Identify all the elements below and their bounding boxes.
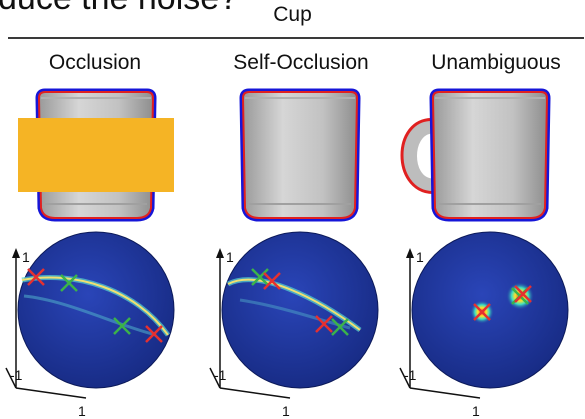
tick-label-left: -1 — [10, 367, 23, 383]
cut-off-caption-text: duce the noise? — [0, 0, 238, 18]
sphere-heatmap — [411, 231, 569, 389]
occluder-box — [18, 118, 174, 192]
tick-label-bottom: 1 — [78, 403, 86, 419]
axes: 1 -1 1 — [5, 248, 87, 419]
axis-arrow-up — [216, 248, 224, 258]
ridge-lower — [23, 294, 157, 337]
tick-label-up: 1 — [416, 249, 424, 265]
sphere — [221, 231, 379, 389]
cup-render — [239, 88, 361, 222]
green-marker — [331, 318, 349, 336]
handle — [403, 121, 435, 191]
ridge-upper-core — [21, 276, 169, 336]
title-rule — [8, 37, 584, 39]
axis-left — [399, 367, 411, 389]
sphere — [17, 231, 175, 389]
green-marker — [113, 317, 131, 335]
panel-0: 1 -1 1 — [5, 88, 175, 419]
axis-arrow-up — [12, 248, 20, 258]
green-marker — [251, 268, 269, 286]
red-marker — [514, 285, 532, 303]
handle-hole — [417, 133, 434, 179]
cup-body — [431, 91, 549, 219]
red-marker — [263, 272, 281, 290]
axis-left — [5, 367, 17, 389]
axis-bottom — [409, 387, 481, 399]
axis-arrow-up — [406, 248, 414, 258]
sphere-heatmap — [221, 231, 379, 389]
axes: 1 -1 1 — [209, 248, 291, 419]
tick-label-bottom: 1 — [282, 403, 290, 419]
cup-render — [400, 88, 551, 222]
green-marker — [60, 274, 78, 292]
panel-2: 1 -1 1 — [399, 88, 569, 419]
ridge-upper-core — [227, 278, 361, 331]
red-marker — [145, 325, 163, 343]
axis-bottom — [219, 387, 291, 399]
panel-1: 1 -1 1 — [209, 88, 379, 419]
axis-left — [209, 367, 221, 389]
red-marker — [315, 315, 333, 333]
red-marker — [473, 303, 491, 321]
column-label-occlusion: Occlusion — [48, 51, 142, 74]
tick-label-up: 1 — [226, 249, 234, 265]
sphere-heatmap — [17, 231, 175, 389]
red-marker — [27, 268, 45, 286]
figure-title: Cup — [273, 3, 312, 26]
column-label-self-occlusion: Self-Occlusion — [233, 51, 369, 74]
tick-label-left: -1 — [404, 367, 417, 383]
axes: 1 -1 1 — [399, 248, 481, 419]
axis-bottom — [15, 387, 87, 399]
tick-label-bottom: 1 — [472, 403, 480, 419]
cup-body — [241, 91, 359, 219]
tick-label-left: -1 — [214, 367, 227, 383]
column-label-unambiguous: Unambiguous — [431, 51, 561, 74]
tick-label-up: 1 — [22, 249, 30, 265]
